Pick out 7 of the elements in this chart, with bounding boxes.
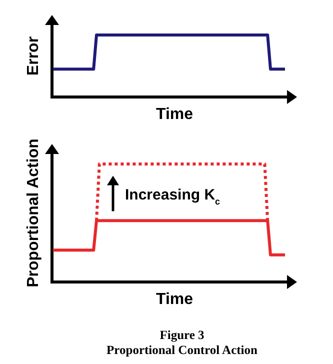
caption: Figure 3	[160, 328, 204, 342]
x-axis-title: Time	[156, 291, 194, 308]
x-axis-title: Time	[156, 106, 194, 123]
text: Proportional Control Action	[106, 343, 258, 357]
y-axis-title: Proportional Action	[25, 138, 42, 288]
y-axis-title: Error	[25, 36, 42, 76]
annotation: Increasing K$_{c}$	[125, 186, 220, 206]
